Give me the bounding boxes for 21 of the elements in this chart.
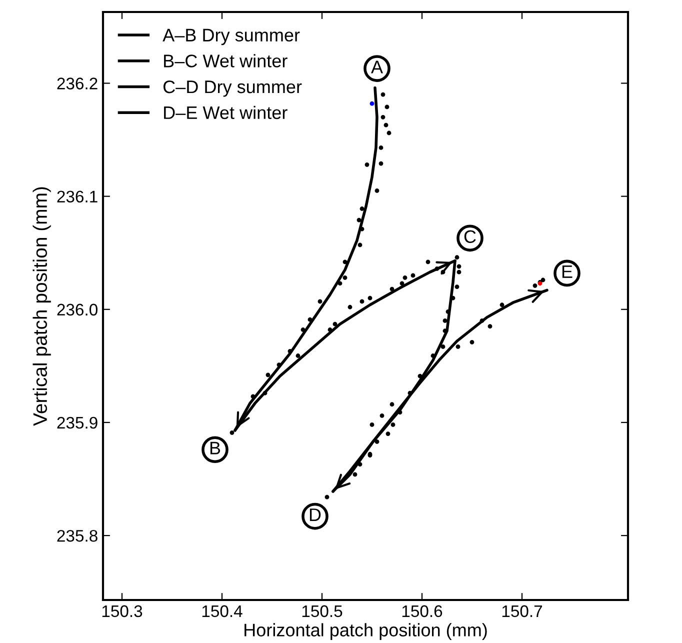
y-tick-label: 235.9 [57,416,98,429]
y-tick-label: 235.8 [57,530,98,542]
legend-label: B–C Wet winter [164,54,288,68]
x-tick-label: 150.3 [102,605,142,618]
annotation: D [310,508,321,521]
annotation: A [371,60,383,74]
y-tick-label: 236.0 [57,304,98,316]
legend-label: A–B Dry summer [162,28,300,46]
x-axis-title: Horizontal patch position (mm) [244,623,487,640]
legend-label: C–D Dry summer [164,80,302,97]
x-tick-label: 150.7 [502,605,542,618]
y-tick-label: 236.1 [57,190,98,203]
x-tick-label: 150.6 [402,605,442,618]
annotation: C [464,230,476,243]
x-tick-label: 150.5 [302,605,342,618]
annotation: E [562,265,572,278]
x-tick-label: 150.4 [202,605,242,618]
legend-label: D–E Wet winter [164,106,288,120]
annotation: B [210,442,220,454]
y-tick-label: 236.2 [57,78,98,90]
y-axis-title: Vertical patch position (mm) [32,187,51,426]
